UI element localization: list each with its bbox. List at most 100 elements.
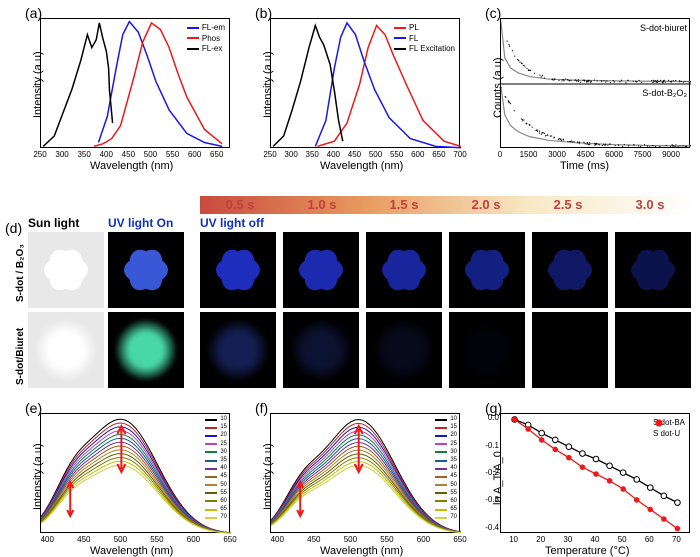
tick: 250 xyxy=(260,150,280,159)
legend-item: 70 xyxy=(205,514,227,521)
legend-item: 20 xyxy=(435,432,457,439)
tick: 450 xyxy=(118,150,138,159)
chart-b: PLFLFL Excitation xyxy=(270,18,460,148)
legend-item: 70 xyxy=(435,514,457,521)
legend-item: 55 xyxy=(205,490,227,497)
tick: 650 xyxy=(429,150,449,159)
tick: 500 xyxy=(110,535,130,544)
legend-item: 30 xyxy=(435,449,457,456)
chart-a-xlabel: Wavelength (nm) xyxy=(90,160,173,172)
tick: 0 xyxy=(490,150,510,159)
tick: 4500 xyxy=(576,150,596,159)
photo-decay xyxy=(532,232,608,308)
tick: 550 xyxy=(377,535,397,544)
tick: 3000 xyxy=(547,150,567,159)
tick: 550 xyxy=(163,150,183,159)
uv-on-label: UV light On xyxy=(108,216,173,230)
tick: 650 xyxy=(220,535,240,544)
photo-decay xyxy=(283,232,359,308)
legend-item: 45 xyxy=(205,473,227,480)
chart-e-ylabel: Intensity (a.u) xyxy=(32,443,44,510)
legend-item: 20 xyxy=(205,432,227,439)
tick: 10 xyxy=(506,535,522,544)
chart-g-xlabel: Temperature (°C) xyxy=(545,545,629,557)
chart-a-ylabel: Intensity (a.u) xyxy=(32,51,44,118)
sun-light-label: Sun light xyxy=(28,216,79,230)
legend-item: FL xyxy=(394,34,455,44)
legend-item: 25 xyxy=(205,441,227,448)
legend-item: 10 xyxy=(205,416,227,423)
tick: 300 xyxy=(281,150,301,159)
photo-uv-on xyxy=(108,312,184,388)
tick: 500 xyxy=(140,150,160,159)
tick: -0.4 xyxy=(475,523,499,532)
chart-f: 10152025303540455055606570 xyxy=(270,413,460,533)
chart-a-legend: FL-emPhosFL-ex xyxy=(187,23,225,55)
tick: 300 xyxy=(52,150,72,159)
legend-item: 40 xyxy=(435,465,457,472)
row-label-bottom: S-dot/Biuret xyxy=(15,328,26,385)
legend-item: 50 xyxy=(435,482,457,489)
legend-item: 65 xyxy=(205,506,227,513)
uv-off-label: UV light off xyxy=(200,216,264,230)
legend-item: 35 xyxy=(205,457,227,464)
tick: 400 xyxy=(96,150,116,159)
legend-item: 60 xyxy=(205,498,227,505)
tick: 350 xyxy=(74,150,94,159)
tick: 250 xyxy=(30,150,50,159)
chart-a: FL-emPhosFL-ex xyxy=(40,18,230,148)
tick: 500 xyxy=(366,150,386,159)
photo-sun xyxy=(28,232,104,308)
panel-d-label: (d) xyxy=(5,220,22,236)
photo-sun xyxy=(28,312,104,388)
tick: 500 xyxy=(340,535,360,544)
chart-b-legend: PLFLFL Excitation xyxy=(394,23,455,55)
photo-decay xyxy=(283,312,359,388)
photo-decay xyxy=(366,232,442,308)
time-label: 1.5 s xyxy=(374,197,434,212)
legend-item: S dot-U xyxy=(653,429,685,439)
chart-c: S-dot-biuret S-dot-B₂O₃ xyxy=(500,18,690,148)
tick: -0.2 xyxy=(475,468,499,477)
tick: 400 xyxy=(267,535,287,544)
tick: 400 xyxy=(37,535,57,544)
tick: 600 xyxy=(408,150,428,159)
legend-item: 25 xyxy=(435,441,457,448)
legend-item: FL-ex xyxy=(187,44,225,54)
time-label: 3.0 s xyxy=(620,197,680,212)
tick: 50 xyxy=(614,535,630,544)
legend-item: 30 xyxy=(205,449,227,456)
tick: 550 xyxy=(147,535,167,544)
row-label-top: S-dot / B₂O₃ xyxy=(15,244,26,302)
chart-e-xlabel: Wavelength (nm) xyxy=(90,545,173,557)
tick: 700 xyxy=(450,150,470,159)
chart-b-ylabel: Intensity (a.u) xyxy=(262,51,274,118)
tick: 20 xyxy=(533,535,549,544)
legend-item: 65 xyxy=(435,506,457,513)
tick: 600 xyxy=(183,535,203,544)
legend-item: FL-em xyxy=(187,23,225,33)
photo-decay xyxy=(449,232,525,308)
legend-item: FL Excitation xyxy=(394,44,455,54)
legend-item: 40 xyxy=(205,465,227,472)
tick: 30 xyxy=(560,535,576,544)
chart-g: S dot-BAS dot-U xyxy=(500,413,690,533)
legend-item: 45 xyxy=(435,473,457,480)
tick: -0.3 xyxy=(475,495,499,504)
photo-decay xyxy=(200,232,276,308)
svg-text:S-dot-B₂O₃: S-dot-B₂O₃ xyxy=(642,88,687,98)
photo-decay xyxy=(615,232,691,308)
chart-g-legend: S dot-BAS dot-U xyxy=(653,418,685,439)
svg-text:S-dot-biuret: S-dot-biuret xyxy=(640,23,688,33)
legend-item: 10 xyxy=(435,416,457,423)
tick: 6000 xyxy=(604,150,624,159)
tick: 0.0 xyxy=(475,413,499,422)
photo-decay xyxy=(449,312,525,388)
tick: 600 xyxy=(413,535,433,544)
tick: 450 xyxy=(304,535,324,544)
legend-item: 35 xyxy=(435,457,457,464)
legend-item: Phos xyxy=(187,34,225,44)
tick: -0.1 xyxy=(475,441,499,450)
chart-c-ylabel: Counts (a.u) xyxy=(492,57,504,118)
photo-uv-on xyxy=(108,232,184,308)
